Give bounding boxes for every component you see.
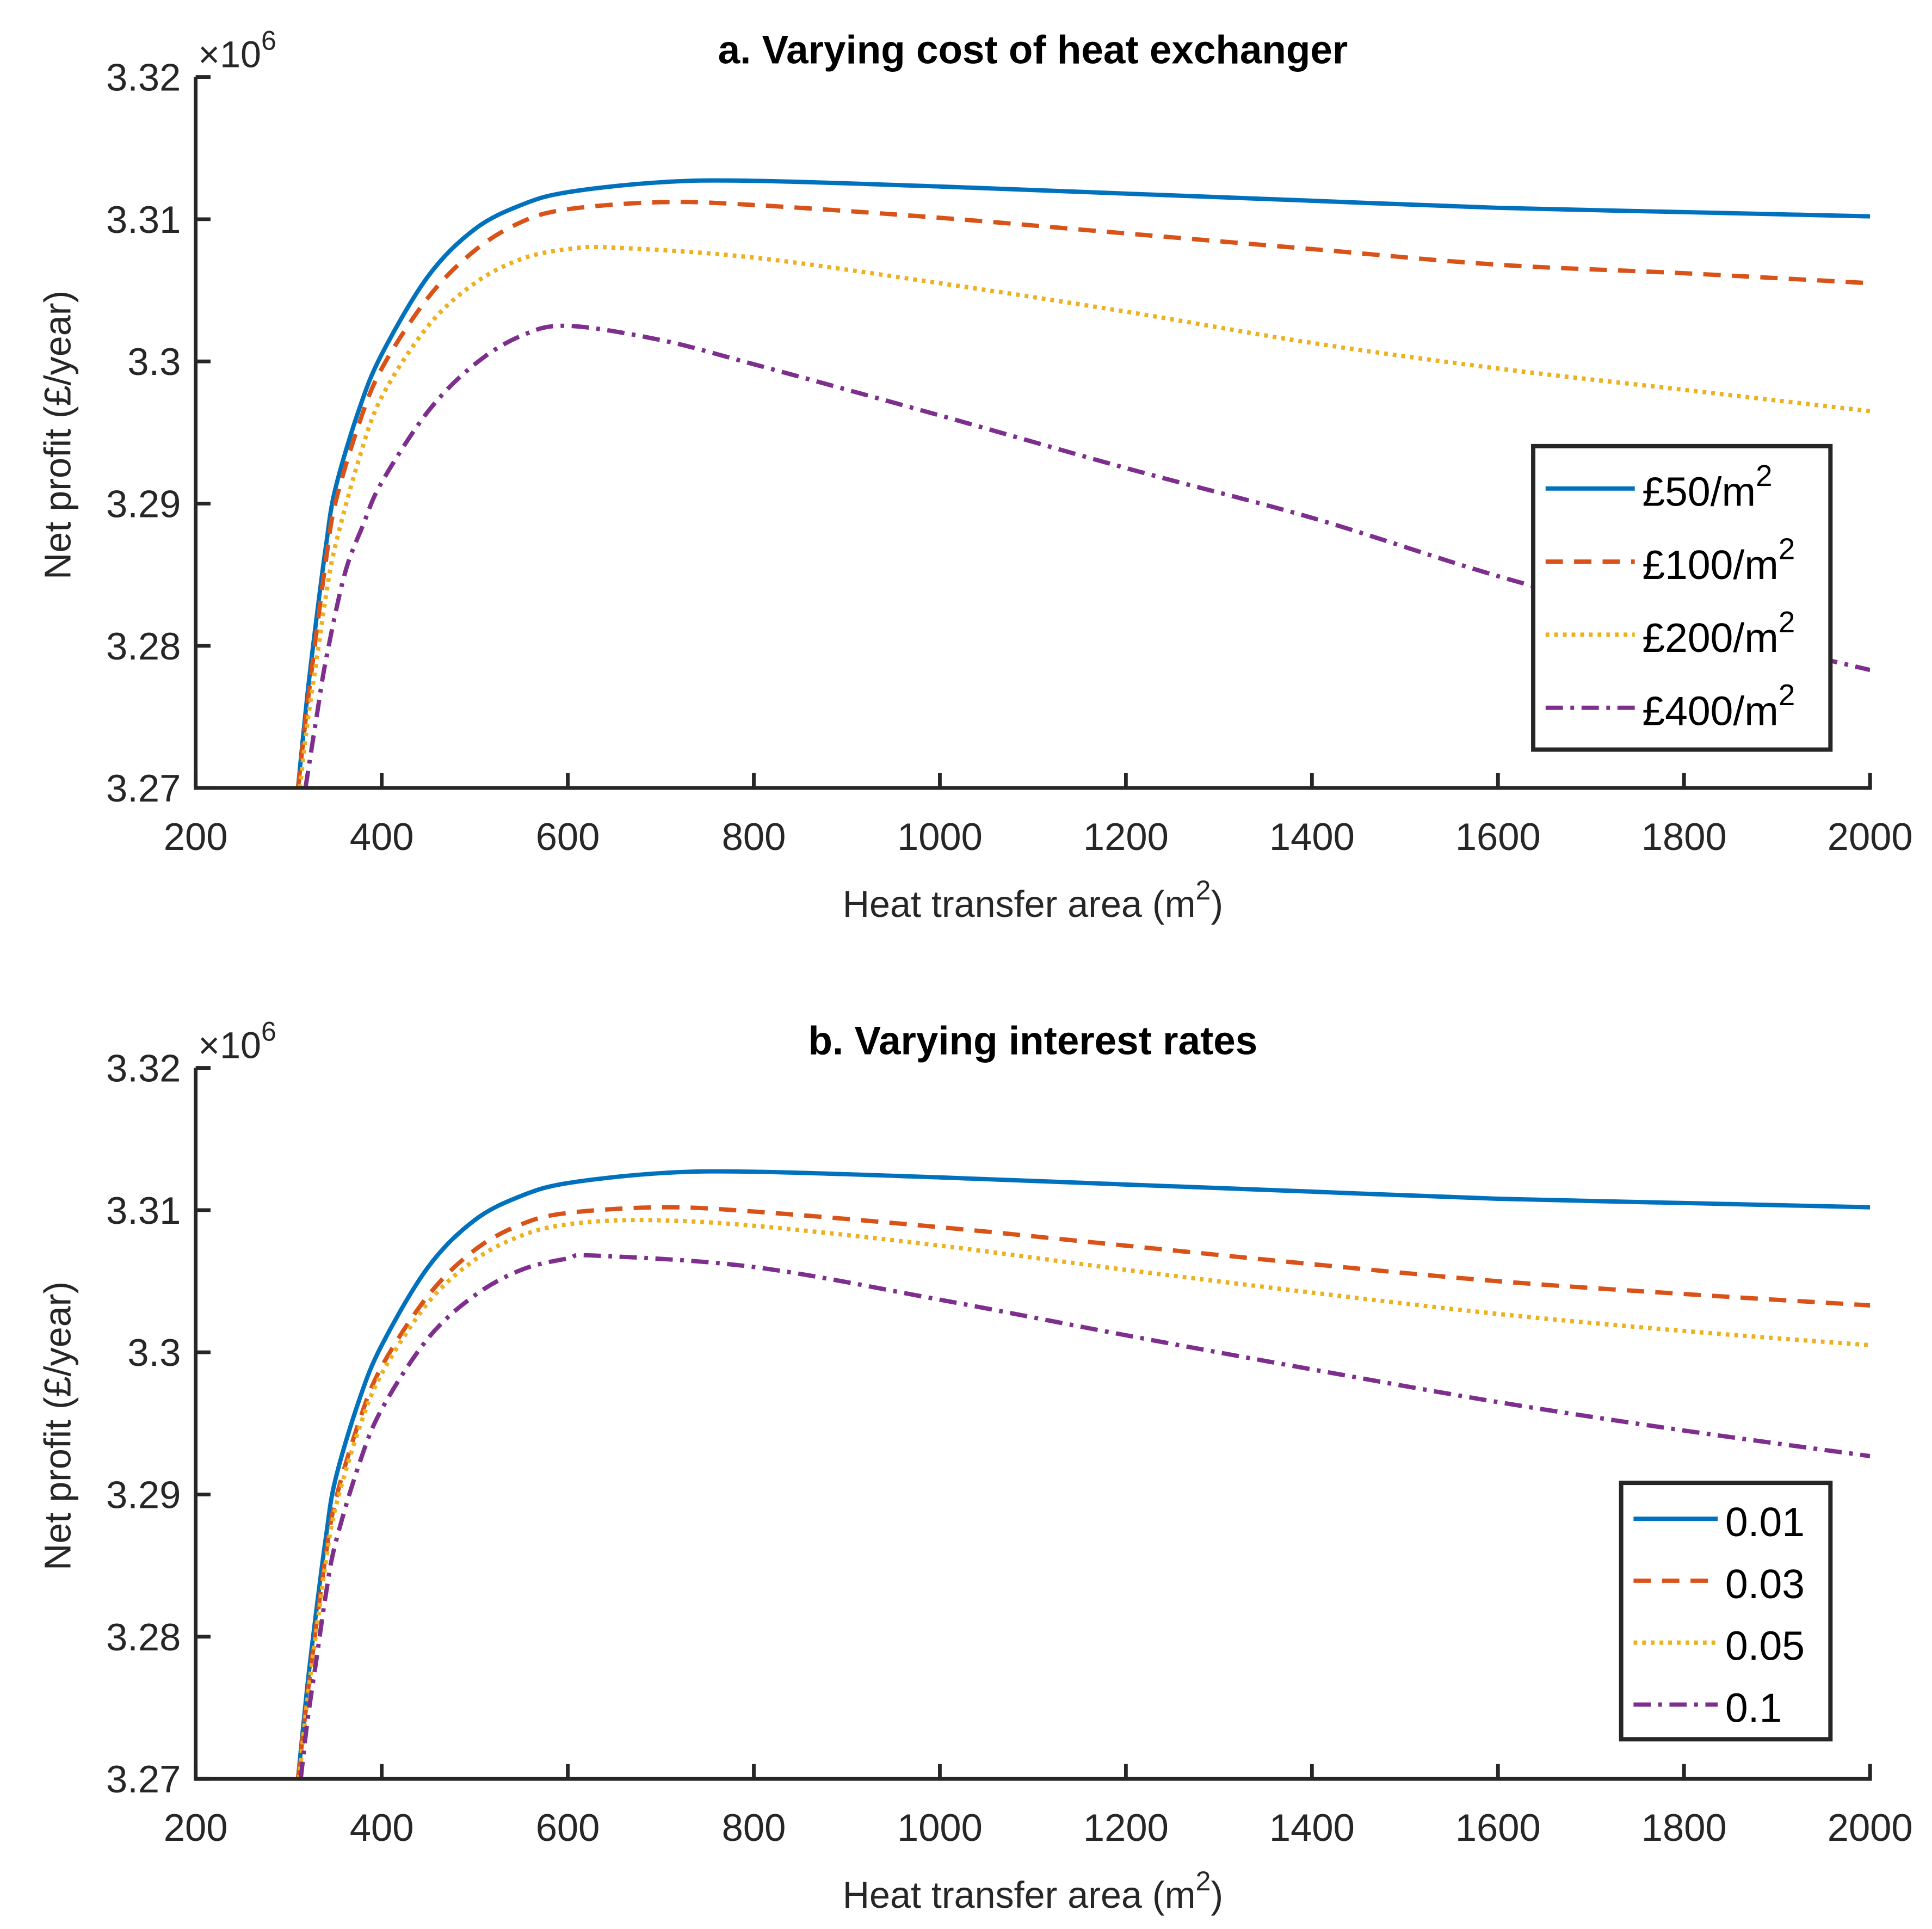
y-multiplier: ×106 — [198, 1016, 276, 1066]
x-tick-label: 200 — [164, 815, 228, 858]
y-multiplier: ×106 — [198, 25, 276, 75]
axes — [194, 1068, 1872, 1781]
series-line-2 — [297, 1218, 1871, 1779]
series-line-1 — [295, 200, 1871, 788]
legend-entry: £200/m2 — [1642, 606, 1795, 661]
x-axis-label: Heat transfer area (m2) — [843, 1866, 1223, 1916]
chart-title: a. Varying cost of heat exchanger — [718, 28, 1348, 72]
legend: 0.01 0.03 0.05 0.1 — [1619, 1481, 1833, 1742]
y-tick-label: 3.31 — [106, 198, 181, 241]
chart-panel-a: 200 400 600 800 1000 1200 1400 1600 1800 2000 3.27… — [38, 25, 1913, 925]
x-tick-label: 1800 — [1641, 1806, 1727, 1849]
chart-title: b. Varying interest rates — [808, 1019, 1258, 1063]
legend-box — [1531, 443, 1833, 752]
series-line-2 — [298, 244, 1871, 788]
y-tick-label: 3.29 — [106, 1474, 181, 1517]
y-tick-label: 3.29 — [106, 483, 181, 526]
y-axis-label: Net profit (£/year) — [38, 291, 79, 580]
series-line-0 — [295, 1169, 1871, 1779]
y-tick-label: 3.32 — [106, 56, 181, 99]
y-tick-label: 3.27 — [106, 767, 181, 810]
y-tick-label: 3.28 — [106, 1616, 181, 1659]
x-tick-label: 1800 — [1641, 815, 1727, 858]
legend: £50/m2 £100/m2 £200/m2 £400/m2 — [1531, 443, 1833, 752]
series-line-1 — [295, 1205, 1871, 1779]
y-tick-label: 3.3 — [127, 1331, 181, 1374]
x-tick-label: 400 — [350, 1806, 414, 1849]
y-tick-label: 3.3 — [127, 340, 181, 383]
legend-entry: 0.05 — [1725, 1623, 1805, 1669]
x-tick-label: 1400 — [1269, 1806, 1355, 1849]
y-tick-label: 3.32 — [106, 1047, 181, 1090]
legend-entry: £400/m2 — [1642, 679, 1795, 734]
x-tick-label: 400 — [350, 815, 414, 858]
x-axis-label: Heat transfer area (m2) — [843, 875, 1223, 925]
x-tick-label: 1000 — [897, 815, 983, 858]
chart-panel-b: 200 400 600 800 1000 1200 1400 1600 1800 2000 3.27… — [38, 1016, 1913, 1915]
x-tick-label: 1600 — [1455, 815, 1541, 858]
legend-entry: 0.03 — [1725, 1561, 1805, 1607]
x-tick-label: 600 — [536, 815, 600, 858]
x-tick-label: 1200 — [1083, 1806, 1169, 1849]
y-tick-label: 3.31 — [106, 1189, 181, 1232]
x-tick-label: 1600 — [1455, 1806, 1541, 1849]
x-tick-label: 2000 — [1828, 1806, 1913, 1849]
series-line-3 — [303, 323, 1871, 788]
legend-entry: £50/m2 — [1642, 459, 1772, 514]
x-tick-label: 1200 — [1083, 815, 1169, 858]
y-tick-label: 3.28 — [106, 625, 181, 668]
y-tick-label: 3.27 — [106, 1758, 181, 1801]
legend-box — [1619, 1481, 1833, 1742]
y-axis-label: Net profit (£/year) — [38, 1281, 79, 1570]
x-tick-label: 1000 — [897, 1806, 983, 1849]
x-tick-label: 600 — [536, 1806, 600, 1849]
x-tick-label: 800 — [722, 815, 786, 858]
legend-entry: £100/m2 — [1642, 533, 1795, 588]
x-tick-label: 200 — [164, 1806, 228, 1849]
x-tick-label: 800 — [722, 1806, 786, 1849]
legend-entry: 0.1 — [1725, 1685, 1782, 1730]
series-line-3 — [298, 1253, 1871, 1779]
x-tick-label: 1400 — [1269, 815, 1355, 858]
legend-entry: 0.01 — [1725, 1499, 1805, 1545]
x-tick-label: 2000 — [1828, 815, 1913, 858]
